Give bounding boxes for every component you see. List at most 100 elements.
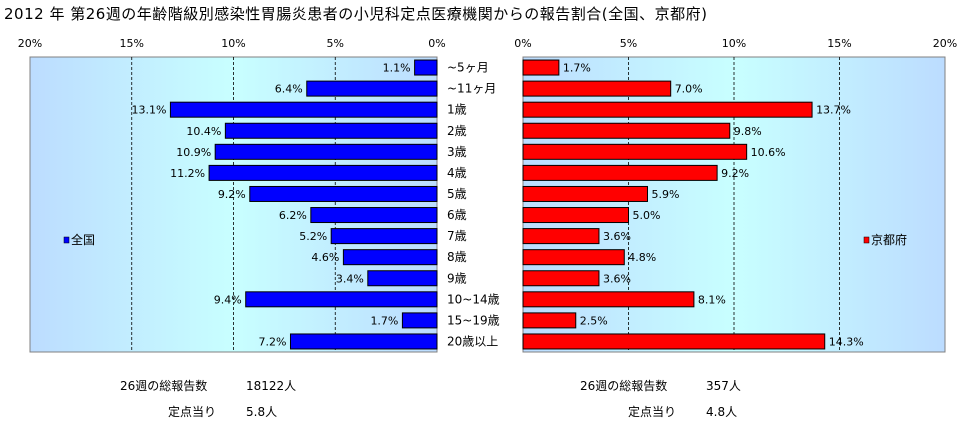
national-bar	[249, 185, 438, 202]
national-bar	[306, 80, 438, 97]
kyoto-tick-label: 15%	[827, 37, 851, 50]
kyoto-bar	[522, 270, 600, 287]
national-bar	[367, 270, 438, 287]
category-label: 5歳	[447, 187, 467, 201]
kyoto-data-label: 8.1%	[698, 293, 726, 306]
category-label: 20歳以上	[447, 334, 498, 348]
category-label: 8歳	[447, 250, 467, 264]
national-data-label: 9.4%	[214, 293, 242, 306]
kyoto-data-label: 9.8%	[734, 125, 762, 138]
kyoto-legend-swatch	[863, 236, 870, 244]
kyoto-bar	[522, 207, 629, 224]
kyoto-bar	[522, 291, 695, 308]
national-tick-label: 0%	[428, 37, 445, 50]
national-panel: 20% 15% 10% 5% 0% 1.1% 6.4% 13.1% 10.4% 10.9% 11.2…	[18, 37, 446, 353]
national-per-stat: 定点当り 5.8人	[168, 403, 277, 420]
kyoto-bar	[522, 228, 600, 245]
national-data-label: 6.2%	[279, 209, 307, 222]
national-bar	[330, 228, 438, 245]
kyoto-data-label: 2.5%	[580, 314, 608, 327]
kyoto-bar	[522, 249, 625, 266]
national-data-label: 5.2%	[299, 230, 327, 243]
national-bar	[414, 59, 438, 76]
category-label: 9歳	[447, 271, 467, 285]
kyoto-bar	[522, 185, 648, 202]
national-bar	[214, 143, 438, 160]
kyoto-data-label: 9.2%	[721, 167, 749, 180]
kyoto-bar	[522, 59, 560, 76]
national-bar	[169, 101, 438, 118]
national-bar	[342, 249, 438, 266]
kyoto-panel: 0% 5% 10% 15% 20% 1.7% 7.0% 13.7% 9.8% 10.6%9.2% 5…	[514, 37, 957, 353]
kyoto-legend-label: 京都府	[871, 232, 907, 247]
national-tick-label: 10%	[221, 37, 245, 50]
kyoto-per-value: 4.8人	[706, 405, 738, 419]
category-label: 15~19歳	[447, 313, 500, 327]
category-labels: ~5ヶ月 ~11ヶ月 1歳 2歳 3歳 4歳 5歳 6歳 7歳 8歳 9歳 10~14歳 15~19歳 2…	[447, 61, 500, 349]
national-data-label: 1.7%	[370, 314, 398, 327]
kyoto-bar	[522, 101, 813, 118]
category-label: ~11ヶ月	[447, 82, 496, 96]
national-tick-label: 15%	[120, 37, 144, 50]
kyoto-data-label: 5.0%	[633, 209, 661, 222]
kyoto-total-label: 26週の総報告数	[580, 379, 668, 393]
kyoto-data-label: 1.7%	[563, 62, 591, 75]
national-total-value: 18122人	[246, 379, 297, 393]
national-per-label: 定点当り	[168, 405, 217, 419]
kyoto-data-label: 5.9%	[651, 188, 679, 201]
kyoto-bar	[522, 80, 672, 97]
national-bar	[208, 164, 438, 181]
kyoto-data-label: 13.7%	[816, 104, 851, 117]
category-label: 2歳	[447, 124, 467, 138]
national-data-label: 9.2%	[218, 188, 246, 201]
category-label: 6歳	[447, 208, 467, 222]
national-bar	[245, 291, 438, 308]
kyoto-per-stat: 定点当り 4.8人	[628, 403, 737, 420]
national-bar	[224, 122, 438, 139]
category-label: 10~14歳	[447, 292, 500, 306]
kyoto-bar	[522, 122, 731, 139]
kyoto-total-value: 357人	[706, 379, 741, 393]
kyoto-bar	[522, 143, 748, 160]
kyoto-bar	[522, 164, 718, 181]
national-bar	[310, 207, 438, 224]
kyoto-data-label: 14.3%	[829, 335, 864, 348]
kyoto-total-stat: 26週の総報告数 357人	[580, 377, 741, 394]
kyoto-tick-label: 10%	[722, 37, 746, 50]
national-legend-label: 全国	[71, 232, 95, 247]
category-label: 7歳	[447, 229, 467, 243]
kyoto-data-label: 10.6%	[751, 146, 786, 159]
kyoto-per-label: 定点当り	[628, 405, 677, 419]
kyoto-data-label: 3.6%	[603, 272, 631, 285]
kyoto-tick-label: 0%	[514, 37, 531, 50]
category-label: ~5ヶ月	[447, 61, 489, 75]
category-label: 1歳	[447, 103, 467, 117]
chart-title: 2012 年 第26週の年齢階級別感染性胃腸炎患者の小児科定点医療機関からの報告…	[4, 5, 708, 23]
kyoto-data-label: 4.8%	[628, 251, 656, 264]
national-bar	[401, 312, 438, 329]
national-data-label: 11.2%	[170, 167, 205, 180]
national-total-stat: 26週の総報告数 18122人	[120, 377, 296, 394]
kyoto-data-label: 3.6%	[603, 230, 631, 243]
kyoto-bar	[522, 333, 826, 350]
national-data-label: 6.4%	[275, 83, 303, 96]
national-tick-label: 20%	[18, 37, 42, 50]
national-legend-swatch	[63, 236, 70, 244]
national-total-label: 26週の総報告数	[120, 379, 208, 393]
kyoto-tick-label: 5%	[620, 37, 637, 50]
category-label: 3歳	[447, 145, 467, 159]
national-data-label: 3.4%	[336, 272, 364, 285]
national-tick-label: 5%	[327, 37, 344, 50]
category-label: 4歳	[447, 166, 467, 180]
kyoto-bar	[522, 312, 577, 329]
national-data-label: 10.4%	[186, 125, 221, 138]
national-data-label: 1.1%	[383, 62, 411, 75]
national-data-label: 7.2%	[259, 335, 287, 348]
national-data-label: 10.9%	[176, 146, 211, 159]
kyoto-data-label: 7.0%	[675, 83, 703, 96]
national-data-label: 4.6%	[311, 251, 339, 264]
national-per-value: 5.8人	[246, 405, 278, 419]
national-bar	[289, 333, 438, 350]
national-data-label: 13.1%	[131, 104, 166, 117]
